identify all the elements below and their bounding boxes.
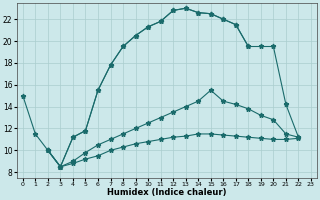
X-axis label: Humidex (Indice chaleur): Humidex (Indice chaleur) [107,188,227,197]
